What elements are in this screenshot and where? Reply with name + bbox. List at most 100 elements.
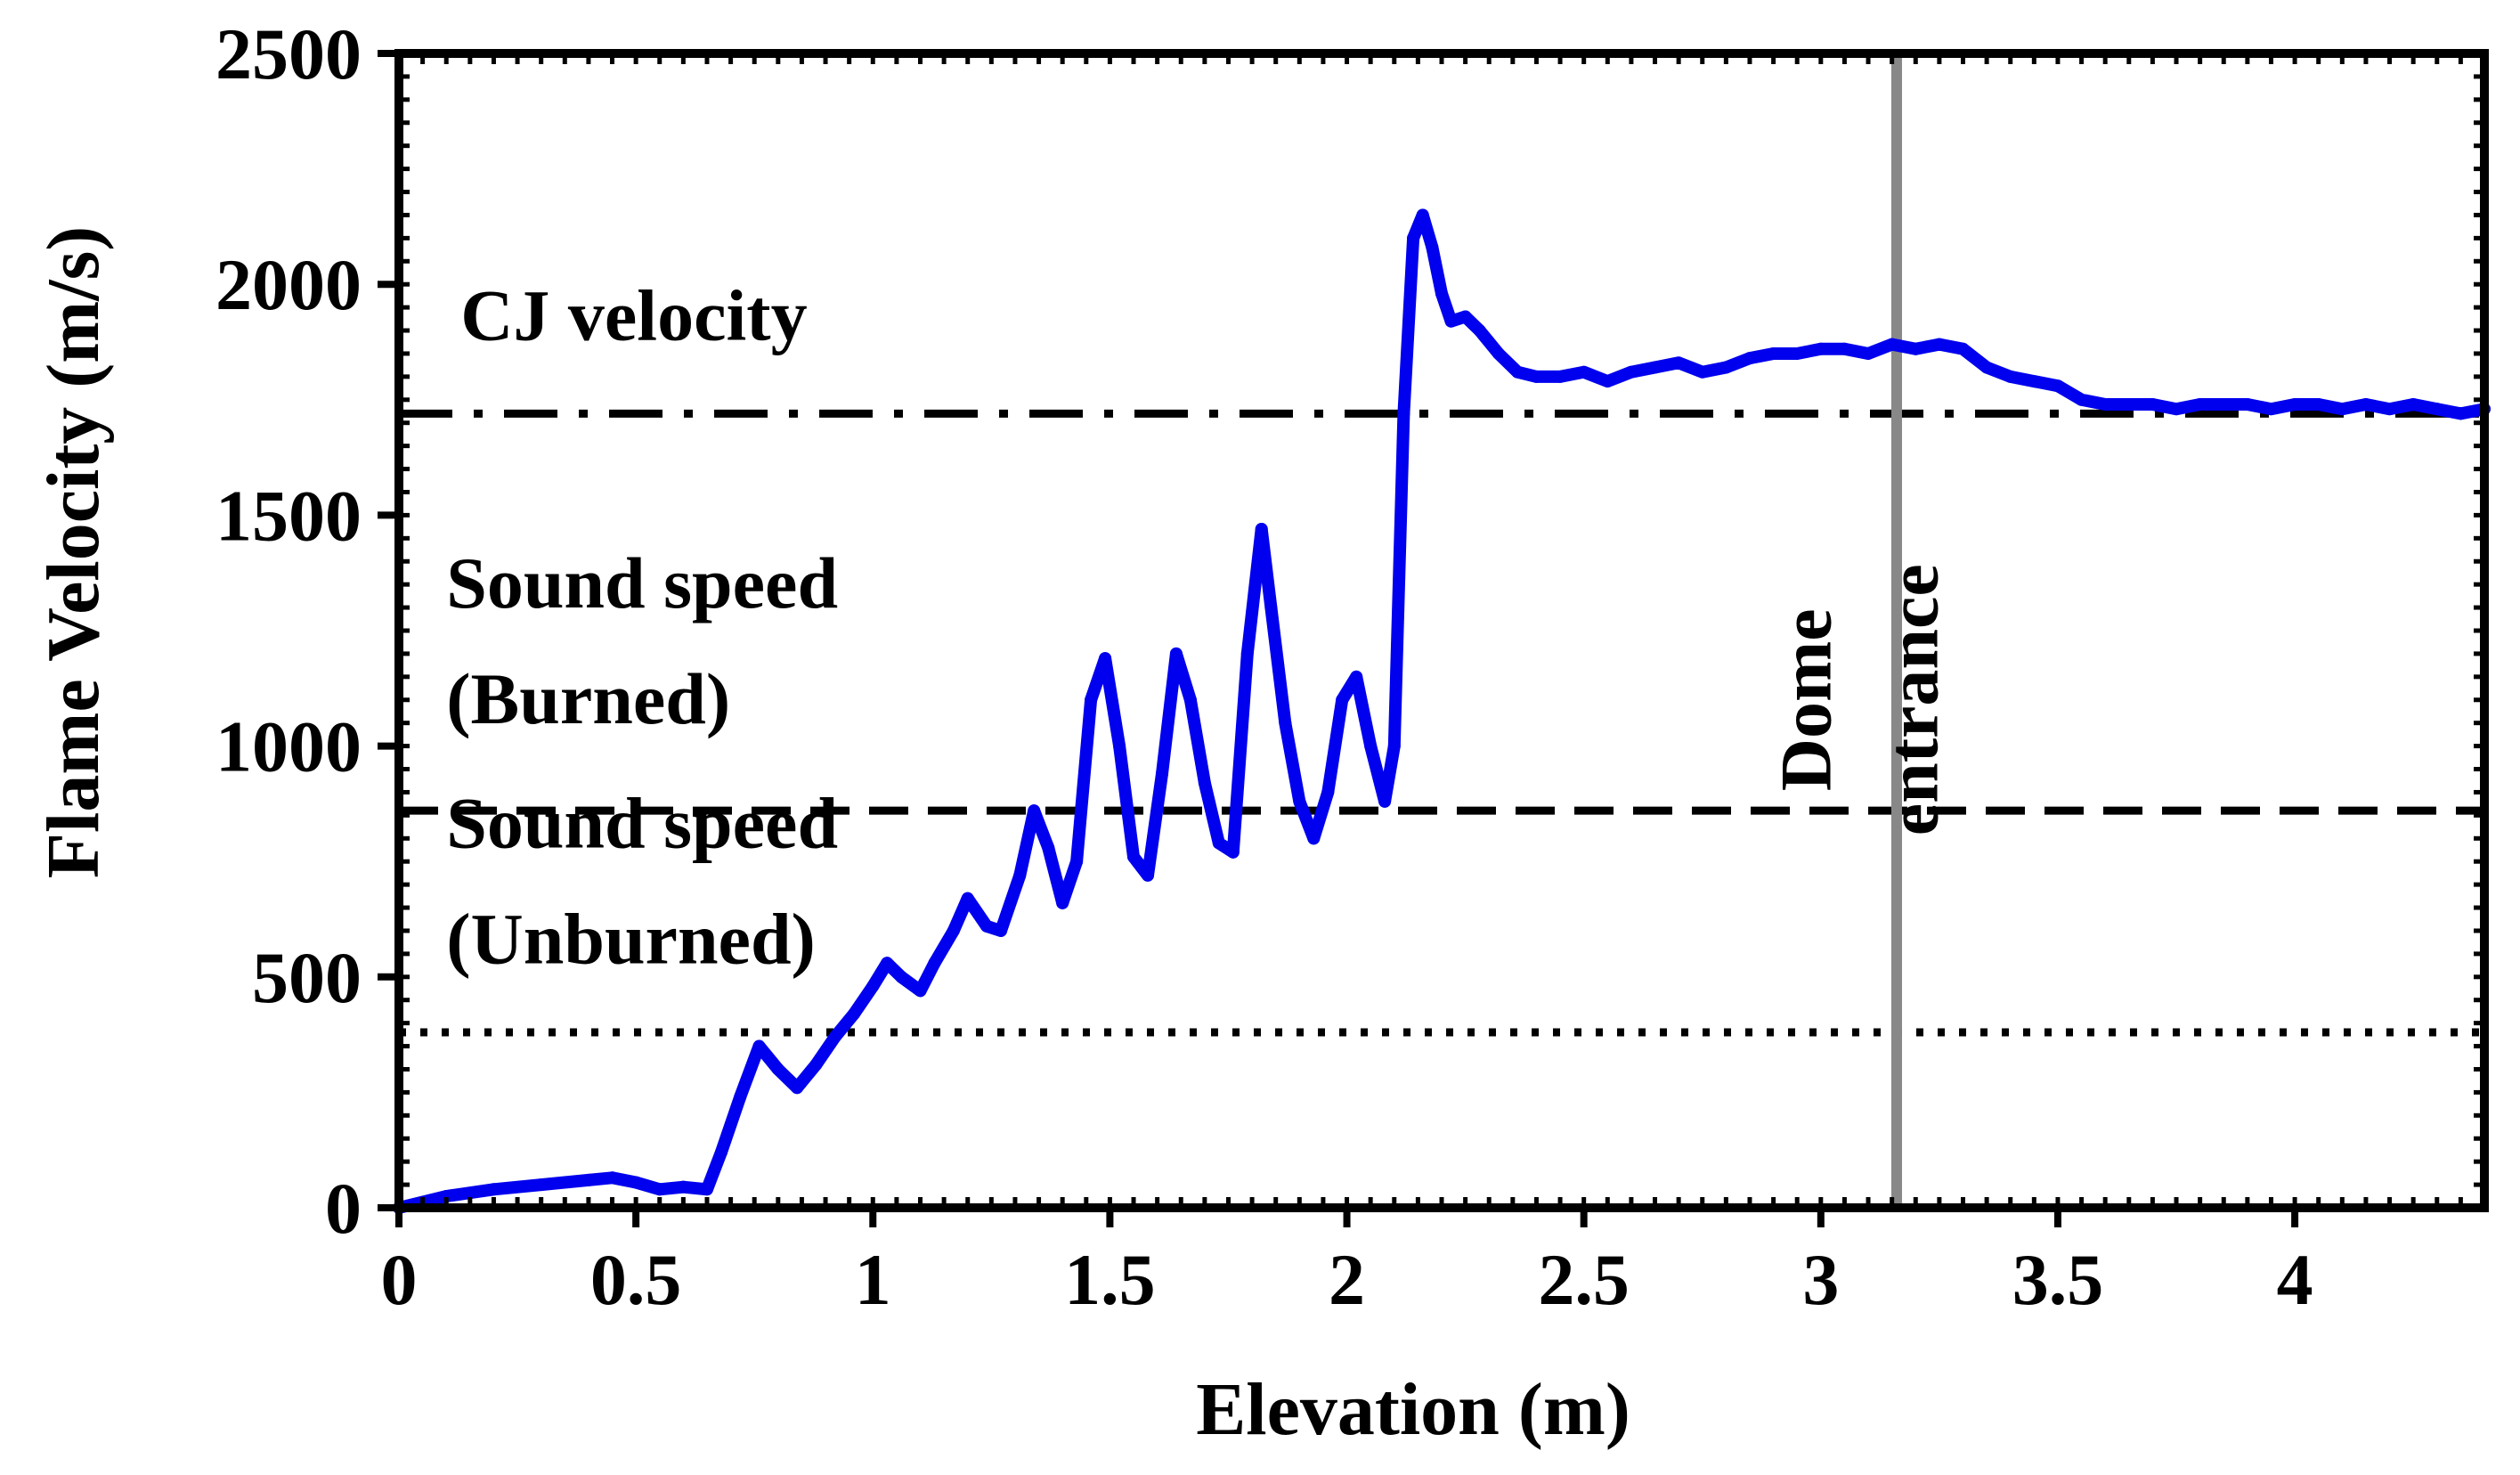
- data-point: [1198, 777, 1211, 790]
- data-point: [2312, 397, 2325, 411]
- data-point: [1070, 855, 1084, 868]
- data-point: [1554, 370, 1567, 383]
- data-point: [714, 1145, 728, 1159]
- data-point: [1932, 338, 1946, 351]
- data-point: [1387, 739, 1401, 753]
- data-point: [881, 957, 894, 970]
- data-point: [1042, 841, 1055, 854]
- y-tick-label: 1000: [215, 706, 362, 787]
- data-point: [1307, 832, 1321, 845]
- x-tick-label: 2.5: [1538, 1239, 1630, 1320]
- data-point: [1336, 693, 1349, 706]
- annotation-text: Dome: [1765, 608, 1846, 791]
- data-point: [1601, 375, 1614, 388]
- data-point: [1838, 342, 1851, 355]
- data-point: [828, 1031, 841, 1044]
- data-point: [2288, 397, 2302, 411]
- data-point: [2004, 370, 2017, 383]
- annotation-text: CJ velocity: [460, 274, 807, 355]
- data-point: [1085, 693, 1098, 706]
- annotation-unburned: Sound speed (Unburned): [446, 783, 838, 980]
- data-point: [1350, 670, 1363, 683]
- data-point: [1293, 795, 1306, 808]
- series-layer: [393, 208, 2491, 1214]
- data-point: [1321, 786, 1335, 799]
- data-point: [2170, 403, 2183, 416]
- data-point: [1212, 836, 1225, 850]
- ticks: [378, 50, 2487, 1227]
- annotation-text: entrance: [1872, 564, 1953, 835]
- data-point: [1492, 346, 1505, 360]
- x-tick-label: 3: [1802, 1239, 1839, 1320]
- data-point: [1511, 365, 1524, 379]
- data-point: [2336, 403, 2349, 416]
- x-tick-label: 2: [1329, 1239, 1365, 1320]
- data-point: [1226, 845, 1240, 859]
- data-point: [1397, 407, 1410, 420]
- data-point: [2359, 397, 2372, 411]
- data-point: [487, 1183, 500, 1196]
- data-point: [1791, 346, 1804, 360]
- data-point: [700, 1183, 713, 1196]
- data-point: [1028, 804, 1041, 818]
- data-point: [752, 1039, 766, 1053]
- data-point: [947, 924, 960, 937]
- data-point: [1240, 647, 1254, 660]
- data-point: [2051, 379, 2064, 393]
- data-point: [1909, 342, 1923, 355]
- annotation-dome: Dome entrance: [1765, 564, 1953, 835]
- data-point: [1407, 232, 1420, 245]
- data-point: [1169, 647, 1183, 660]
- y-tick-label: 0: [325, 1168, 362, 1249]
- data-point: [847, 1007, 860, 1021]
- data-point: [2146, 397, 2159, 411]
- data-point: [1141, 868, 1154, 882]
- data-point: [1624, 365, 1638, 379]
- data-point: [914, 984, 927, 998]
- data-point: [1530, 370, 1543, 383]
- data-point: [2193, 397, 2207, 411]
- data-point: [866, 980, 880, 993]
- data-point: [928, 957, 941, 970]
- plot-frame: [394, 49, 2489, 1212]
- data-point: [1444, 314, 1458, 328]
- data-point: [2454, 407, 2467, 420]
- data-point: [1279, 716, 1292, 729]
- data-point: [1426, 240, 1439, 254]
- data-point: [1435, 287, 1448, 300]
- tick-labels: 0 0.5 1 1.5 2 2.5 3 3.5 4 0 500 1000 1500 2000 2500: [215, 13, 2313, 1320]
- annotation-text: (Burned): [446, 658, 730, 739]
- annotation-text: Sound speed: [446, 542, 838, 623]
- data-point: [994, 924, 1007, 937]
- data-point: [1577, 365, 1590, 379]
- data-point: [734, 1090, 747, 1104]
- data-point: [1127, 851, 1141, 864]
- x-tick-label: 0.5: [590, 1239, 682, 1320]
- annotation-text: Sound speed: [446, 783, 838, 864]
- data-point: [980, 919, 994, 933]
- data-point: [1264, 601, 1278, 615]
- data-point: [2217, 397, 2231, 411]
- data-point: [2430, 403, 2443, 416]
- x-tick-label: 1.5: [1064, 1239, 1156, 1320]
- series-line-flame-velocity: [393, 208, 2491, 1214]
- annotation-burned: Sound speed (Burned): [446, 542, 838, 739]
- annotation-text: (Unburned): [446, 899, 816, 980]
- data-point: [2383, 403, 2396, 416]
- data-point: [2099, 397, 2112, 411]
- data-point: [791, 1081, 804, 1095]
- data-point: [1416, 208, 1429, 222]
- data-point: [1956, 342, 1970, 355]
- data-point: [2240, 397, 2254, 411]
- data-point: [1719, 361, 1733, 374]
- data-point: [1885, 338, 1898, 351]
- data-point: [1378, 795, 1392, 808]
- y-tick-label: 2000: [215, 244, 362, 325]
- data-point: [895, 970, 908, 983]
- data-point: [1695, 365, 1709, 379]
- data-point: [2122, 397, 2135, 411]
- x-axis-label: Elevation (m): [1196, 1368, 1630, 1451]
- data-point: [1473, 324, 1486, 338]
- data-point: [1459, 310, 1472, 323]
